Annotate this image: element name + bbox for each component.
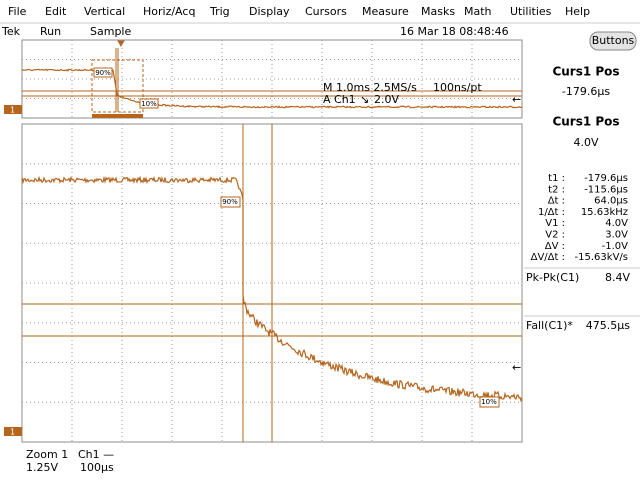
overview-10-marker: 10% xyxy=(141,100,157,108)
menu-item[interactable]: Masks xyxy=(421,5,455,18)
measure-label[interactable]: Fall(C1)* xyxy=(526,319,573,332)
brand: Tek xyxy=(1,25,21,38)
measure-value[interactable]: 475.5µs xyxy=(586,319,630,332)
cursor-label: ΔV : xyxy=(545,241,565,252)
ch-marker-label: 1 xyxy=(10,106,15,115)
readout-label: Curs1 Pos xyxy=(552,65,619,79)
menu-item[interactable]: File xyxy=(8,5,27,18)
trigger-level-arrow: ← xyxy=(512,93,521,106)
menu-item[interactable]: Math xyxy=(464,5,492,18)
overview-timebase: M 1.0ms 2.5MS/s xyxy=(323,81,417,94)
cursor-label: V1 : xyxy=(545,218,565,229)
trigger-level-arrow: ← xyxy=(512,361,521,374)
overview-90-marker: 90% xyxy=(95,69,111,77)
waveform-10-marker: 10% xyxy=(481,398,497,406)
trigger-position xyxy=(117,40,125,47)
cursor-label: V2 : xyxy=(545,230,565,241)
cursor-label: Δt : xyxy=(548,196,565,207)
trigger-source: A Ch1 xyxy=(323,93,356,106)
cursor-value: -15.63kV/s xyxy=(575,252,628,263)
menu-item[interactable]: Edit xyxy=(45,5,67,18)
menu-item[interactable]: Trig xyxy=(209,5,230,18)
ch-marker xyxy=(4,105,22,114)
zoom-label: Zoom 1 xyxy=(26,448,68,461)
cursor-label: 1/Δt : xyxy=(538,207,565,218)
measure-value[interactable]: 8.4V xyxy=(605,271,630,284)
menu-item[interactable]: Utilities xyxy=(510,5,552,18)
trigger-level: 2.0V xyxy=(374,93,399,106)
menu-item[interactable]: Measure xyxy=(362,5,409,18)
vertical-scale: 1.25V xyxy=(26,461,58,474)
zoom-bar xyxy=(92,114,143,118)
readout-value: -179.6µs xyxy=(562,85,610,98)
cursor-value: 64.0µs xyxy=(594,196,628,207)
buttons-button[interactable] xyxy=(589,31,637,51)
measure-label[interactable]: Pk-Pk(C1) xyxy=(526,271,579,284)
menu-item[interactable]: Cursors xyxy=(305,5,347,18)
acq-mode[interactable]: Sample xyxy=(90,25,131,38)
menu-item[interactable]: Vertical xyxy=(84,5,125,18)
run-state[interactable]: Run xyxy=(40,25,61,38)
cursor-value: 15.63kHz xyxy=(581,207,628,218)
overview-resolution: 100ns/pt xyxy=(433,81,482,94)
waveform-90-marker: 90% xyxy=(222,198,238,206)
datetime: 16 Mar 18 08:48:46 xyxy=(400,25,509,38)
ch-marker xyxy=(4,427,22,436)
readout-value: 4.0V xyxy=(573,136,598,149)
trigger-slope: ↘ xyxy=(360,93,369,106)
cursor-value: -179.6µs xyxy=(584,173,628,184)
readout-label: Curs1 Pos xyxy=(552,115,619,129)
menu-item[interactable]: Help xyxy=(565,5,590,18)
cursor-value: 4.0V xyxy=(605,218,628,229)
footer xyxy=(22,446,122,476)
cursor-value: 3.0V xyxy=(605,230,628,241)
horizontal-scale: 100µs xyxy=(80,461,114,474)
cursor-label: ΔV/Δt : xyxy=(531,252,565,263)
menu-bar xyxy=(0,0,640,23)
menu-item[interactable]: Horiz/Acq xyxy=(143,5,195,18)
menu-item[interactable]: Display xyxy=(249,5,290,18)
footer-channel: Ch1 — xyxy=(78,448,114,461)
cursor-value: -1.0V xyxy=(602,241,629,252)
buttons-label[interactable]: Buttons xyxy=(592,34,635,47)
ch-marker-label: 1 xyxy=(10,428,15,437)
cursor-value: -115.6µs xyxy=(584,184,628,195)
cursor-label: t2 : xyxy=(548,184,565,195)
cursor-label: t1 : xyxy=(548,173,565,184)
waveform-trace xyxy=(21,175,523,403)
